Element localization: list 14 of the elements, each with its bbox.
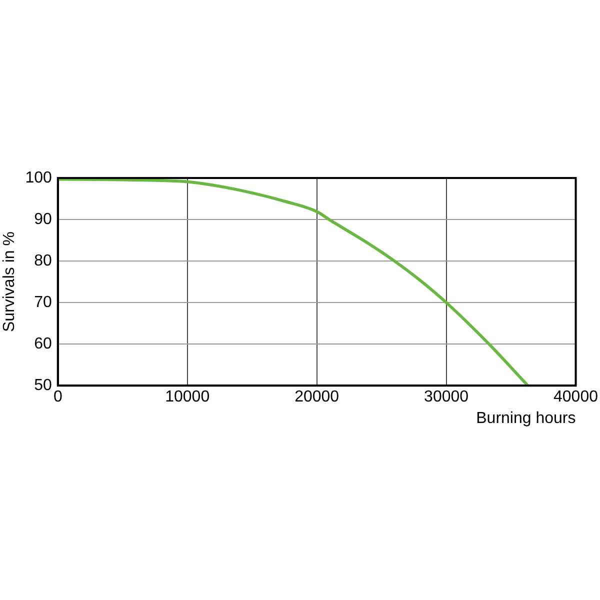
x-axis-title: Burning hours (476, 410, 576, 427)
x-tick-label: 10000 (165, 388, 210, 406)
x-tick-label: 0 (53, 388, 62, 406)
y-tick-label: 50 (34, 377, 52, 394)
y-tick-label: 80 (34, 252, 52, 270)
y-tick-label: 70 (34, 294, 52, 311)
y-tick-label: 60 (34, 335, 52, 352)
y-tick-label: 90 (34, 210, 52, 228)
y-axis-title: Survivals in % (1, 232, 18, 332)
x-tick-label: 20000 (294, 388, 340, 406)
x-tick-label: 30000 (424, 388, 469, 406)
x-tick-label: 40000 (554, 388, 598, 406)
line-series (58, 178, 530, 386)
y-tick-label: 100 (25, 169, 52, 186)
